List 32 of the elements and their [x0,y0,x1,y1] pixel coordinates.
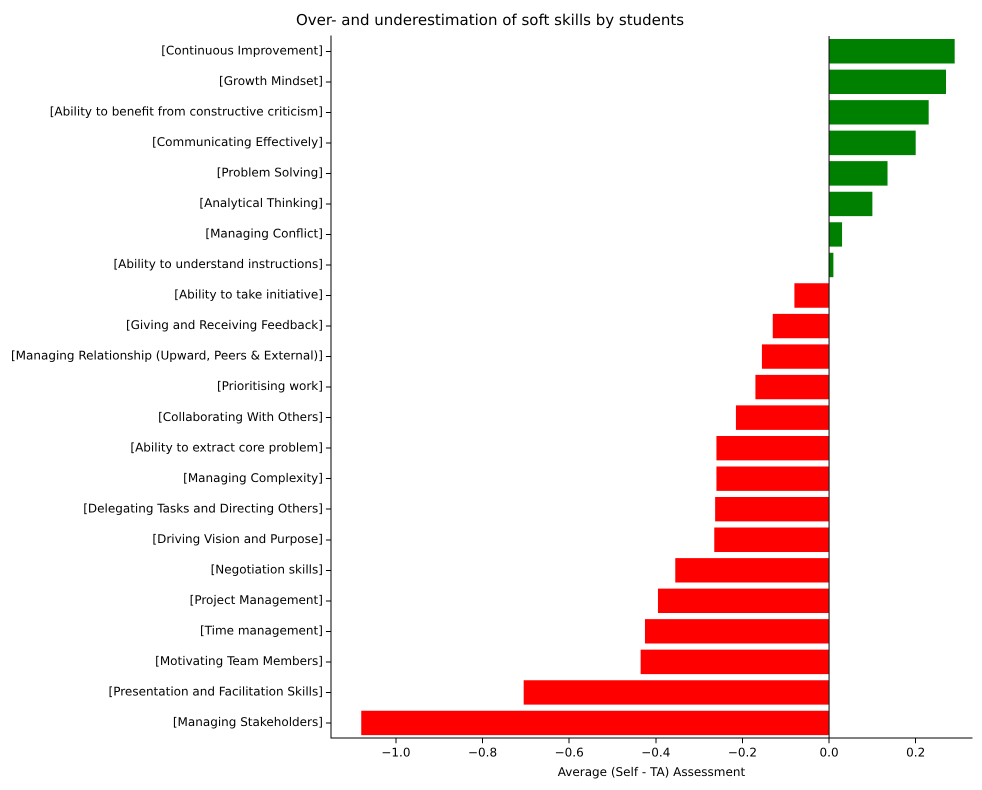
y-tick-label: [Analytical Thinking] [199,196,323,210]
y-tick-label: [Problem Solving] [216,166,323,180]
x-tick-label: −0.2 [728,746,757,760]
y-tick-label: [Ability to take initiative] [174,288,323,302]
y-tick-label: [Managing Stakeholders] [172,715,323,730]
y-tick-label: [Managing Complexity] [183,470,323,485]
y-tick-label: [Project Management] [190,592,323,607]
x-tick-label: −1.0 [381,746,410,760]
x-axis-title: Average (Self - TA) Assessment [558,764,746,779]
x-tick-label: 0.0 [820,746,839,760]
y-tick-label: [Communicating Effectively] [152,134,323,149]
chart-title: Over- and underestimation of soft skills by students [296,10,684,29]
y-tick-label: [Giving and Receiving Feedback] [126,318,323,332]
x-tick-label: −0.6 [554,746,584,760]
y-tick-label: [Motivating Team Members] [155,654,323,668]
y-tick-label: [Continuous Improvement] [161,43,323,58]
y-tick-label: [Time management] [200,623,323,638]
y-tick-label: [Ability to extract core problem] [130,440,323,454]
x-tick-label: 0.2 [906,746,926,760]
y-tick-label: [Growth Mindset] [219,74,323,88]
y-tick-label: [Presentation and Facilitation Skills] [108,684,323,699]
y-tick-label: [Negotiation skills] [210,562,323,576]
y-tick-label: [Collaborating With Others] [158,410,323,424]
x-tick-label: −0.4 [641,746,670,760]
y-tick-label: [Ability to benefit from constructive criticism] [50,104,323,118]
y-tick-label: [Managing Conflict] [205,226,323,241]
y-tick-label: [Managing Relationship (Upward, Peers & External)] [10,348,323,363]
y-tick-label: [Driving Vision and Purpose] [152,532,323,546]
y-tick-label: [Ability to understand instructions] [113,257,323,272]
x-tick-label: −0.8 [468,746,498,760]
y-tick-label: [Delegating Tasks and Directing Others] [83,501,323,516]
y-tick-label: [Prioritising work] [216,379,323,394]
